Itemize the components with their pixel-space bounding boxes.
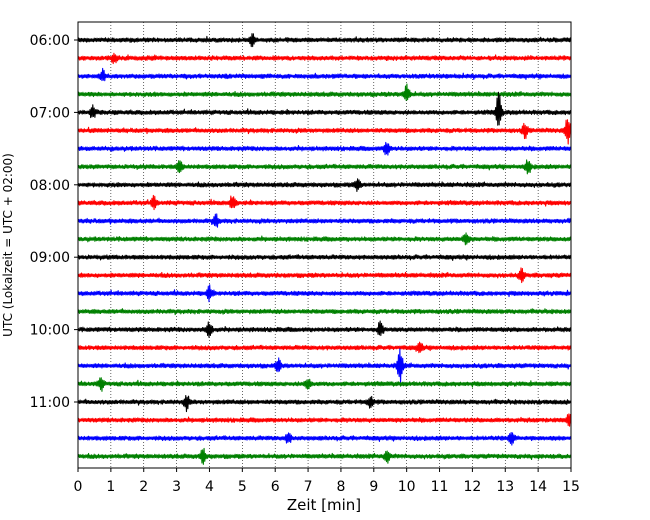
y-axis-label: UTC (Lokalzeit = UTC + 02:00) [1, 153, 15, 337]
y-tick-label: 07:00 [30, 105, 70, 121]
x-tick-label: 8 [336, 479, 345, 495]
x-axis-label: Zeit [min] [287, 496, 361, 514]
x-tick-label: 5 [238, 479, 247, 495]
x-tick-label: 1 [106, 479, 115, 495]
x-axis: 0 1 2 3 4 5 6 7 8 9 10 11 12 13 14 15 [74, 468, 580, 495]
trace-line [77, 284, 572, 303]
trace-line [77, 119, 572, 145]
trace-line [77, 395, 572, 413]
trace-line [77, 348, 572, 384]
trace-line [77, 91, 572, 126]
trace-line [77, 67, 572, 82]
trace-line [77, 267, 572, 284]
trace-line [77, 83, 572, 101]
trace-line [77, 33, 572, 48]
x-tick-label: 3 [172, 479, 181, 495]
x-tick-label: 6 [271, 479, 280, 495]
trace-line [77, 52, 572, 65]
x-tick-label: 4 [205, 479, 214, 495]
trace-line [77, 194, 572, 211]
x-tick-label: 2 [139, 479, 148, 495]
trace-line [77, 141, 572, 156]
plot-frame [77, 21, 572, 469]
trace-line [77, 341, 572, 354]
x-tick-label: 14 [529, 479, 547, 495]
x-tick-label: 10 [398, 479, 416, 495]
y-tick-label: 10:00 [30, 323, 70, 339]
trace-line [77, 320, 572, 338]
x-tick-label: 9 [369, 479, 378, 495]
y-tick-label: 09:00 [30, 250, 70, 266]
y-tick-label: 11:00 [30, 395, 70, 411]
trace-line [77, 431, 572, 446]
trace-line [77, 159, 572, 175]
x-tick-label: 0 [74, 479, 83, 495]
y-tick-label: 06:00 [30, 33, 70, 49]
x-tick-label: 7 [304, 479, 313, 495]
trace-line [77, 213, 572, 228]
traces-layer [77, 33, 572, 465]
trace-line [77, 232, 572, 246]
y-axis: 06:00 07:00 08:00 09:00 10:00 11:00 [30, 33, 78, 411]
trace-line [77, 447, 572, 465]
x-tick-label: 15 [562, 479, 580, 495]
grid-lines [110, 22, 539, 468]
y-tick-label: 08:00 [30, 178, 70, 194]
x-tick-label: 13 [496, 479, 514, 495]
trace-line [77, 308, 572, 316]
x-tick-label: 12 [463, 479, 481, 495]
trace-line [77, 178, 572, 193]
trace-line [77, 254, 572, 261]
x-tick-label: 11 [431, 479, 449, 495]
trace-line [77, 413, 572, 427]
trace-line [77, 377, 572, 392]
